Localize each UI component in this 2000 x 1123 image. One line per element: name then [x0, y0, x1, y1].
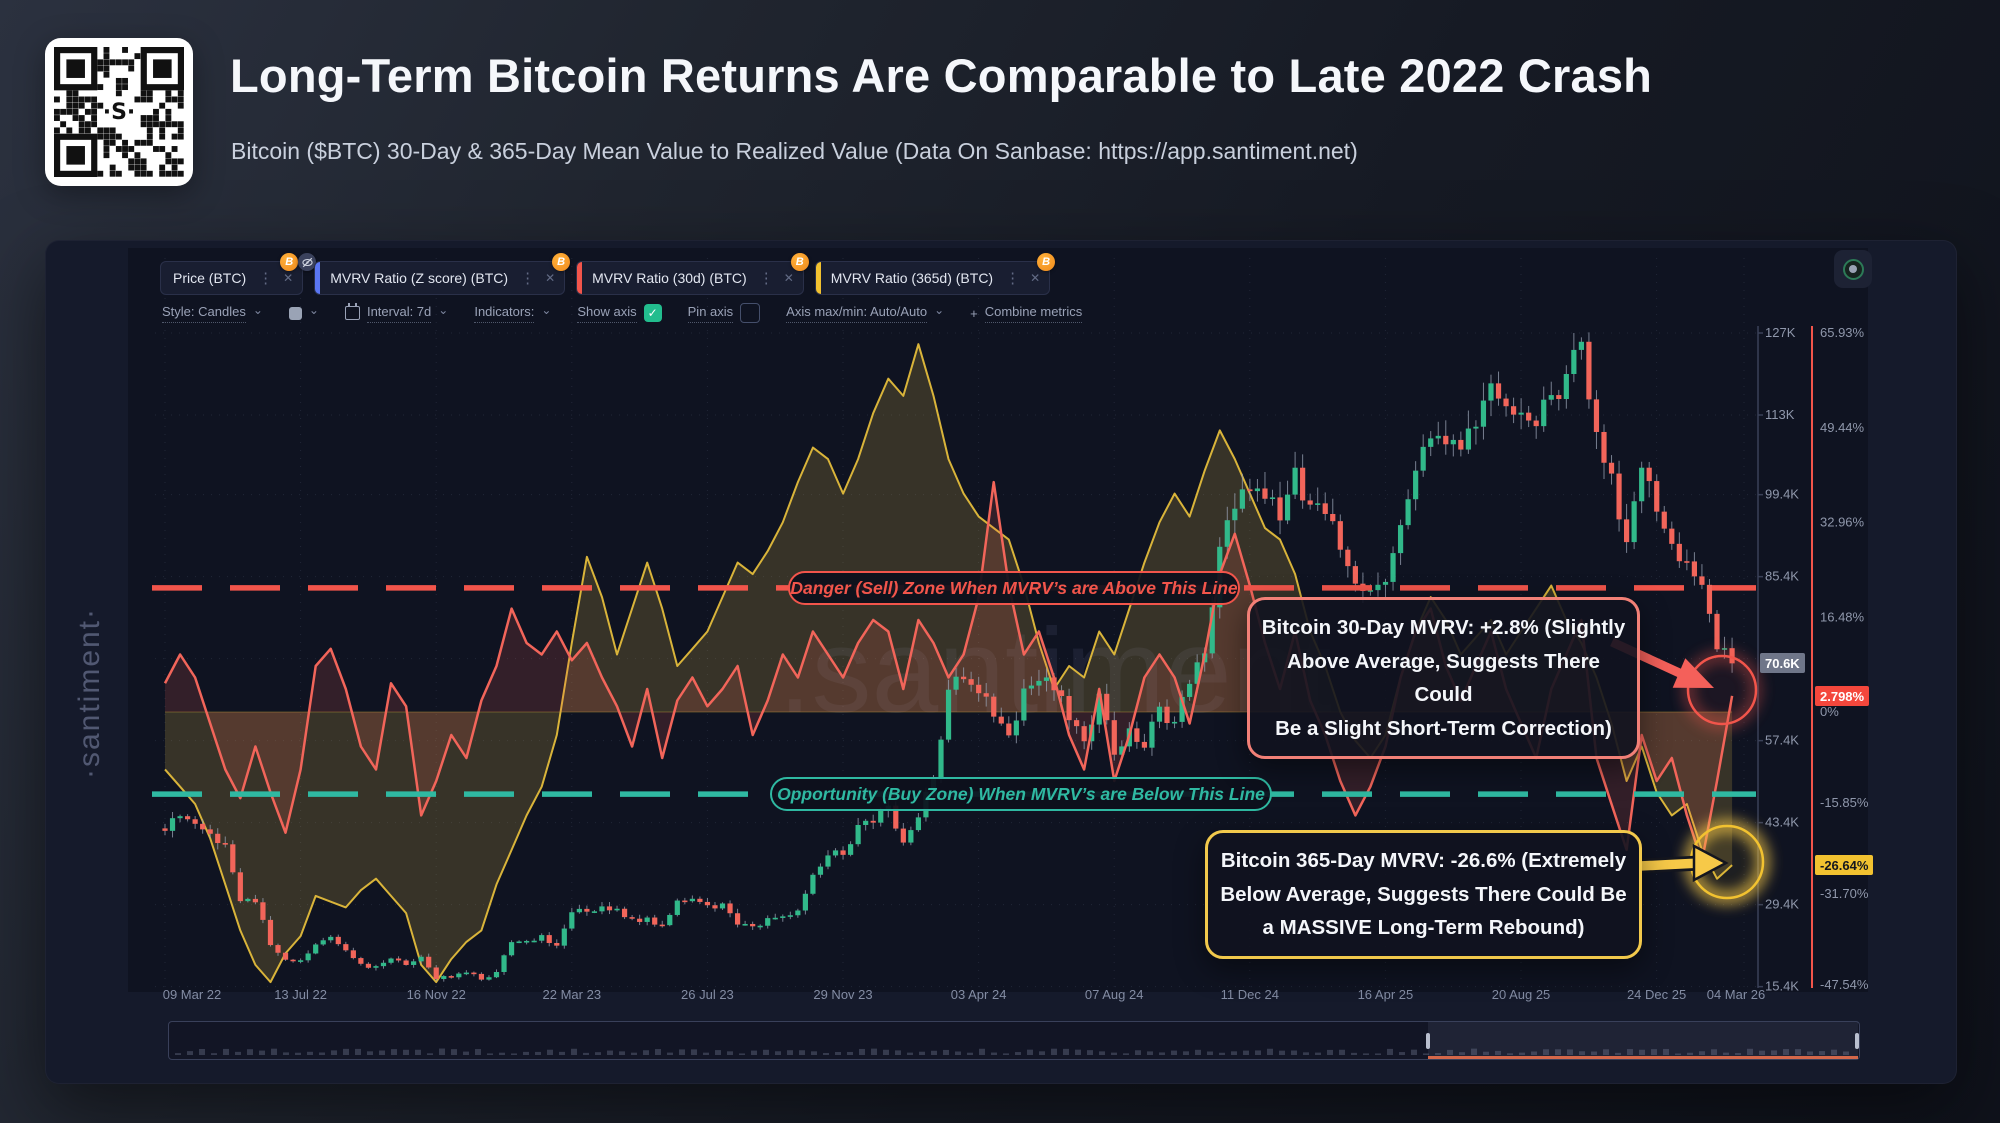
- interval-selector[interactable]: Interval: 7d ⌄: [344, 303, 449, 323]
- color-swatch-selector[interactable]: ⌄: [288, 303, 319, 320]
- axis-maxmin-selector[interactable]: Axis max/min: Auto/Auto ⌄: [786, 303, 945, 323]
- combine-metrics-button[interactable]: + Combine metrics: [970, 303, 1083, 323]
- svg-text:·S·: ·S·: [103, 100, 136, 125]
- last-price-badge: 70.6K: [1760, 653, 1805, 673]
- chart-toolbar: Style: Candles ⌄ ⌄ Interval: 7d ⌄ Indica…: [162, 303, 1083, 323]
- plus-icon: +: [970, 305, 978, 321]
- qr-pattern: ·S·: [54, 47, 184, 177]
- tab-label: MVRV Ratio (Z score) (BTC): [330, 270, 509, 286]
- calendar-icon: [344, 303, 360, 320]
- navigator-selection[interactable]: [1428, 1022, 1858, 1059]
- screen-record-button[interactable]: [1834, 250, 1872, 288]
- color-swatch: [288, 306, 302, 320]
- navigator-right-handle[interactable]: [1855, 1032, 1859, 1049]
- bitcoin-badge-icon: B: [280, 253, 299, 271]
- tab-close-icon[interactable]: ✕: [783, 271, 794, 285]
- chevron-down-icon: ⌄: [308, 303, 319, 317]
- tab-close-icon[interactable]: ✕: [1030, 271, 1041, 285]
- indicators-selector[interactable]: Indicators: ⌄: [474, 303, 552, 323]
- mvrv30-value-badge: 2.798%: [1815, 686, 1870, 706]
- chart-panel: [45, 240, 1957, 1084]
- chevron-down-icon: ⌄: [252, 303, 263, 317]
- tab-menu-icon[interactable]: ⋮: [520, 269, 536, 287]
- tab-mvrv-zscore[interactable]: MVRV Ratio (Z score) (BTC) ⋮ ✕ B: [314, 253, 571, 295]
- tab-mvrv-30d[interactable]: MVRV Ratio (30d) (BTC) ⋮ ✕ B: [576, 253, 809, 295]
- buy-zone-label: Opportunity (Buy Zone) When MVRV’s are B…: [770, 777, 1272, 811]
- pin-axis-toggle[interactable]: Pin axis: [687, 303, 761, 323]
- tab-color-bar: [315, 262, 321, 294]
- danger-zone-label: Danger (Sell) Zone When MVRV’s are Above…: [788, 571, 1240, 605]
- show-axis-toggle[interactable]: Show axis ✓: [577, 304, 662, 323]
- annotation-line: Be a Slight Short-Term Correction): [1275, 716, 1612, 740]
- santiment-watermark-side: ·santiment·: [73, 606, 106, 780]
- tab-menu-icon[interactable]: ⋮: [258, 269, 274, 287]
- tab-color-bar: [815, 262, 821, 294]
- mvrv30-annotation: Bitcoin 30-Day MVRV: +2.8% (Slightly Abo…: [1247, 597, 1640, 759]
- chevron-down-icon: ⌄: [934, 303, 945, 317]
- navigator-left-handle[interactable]: [1426, 1032, 1430, 1049]
- bitcoin-badge-icon: B: [790, 253, 809, 271]
- annotation-line: Above Average, Suggests There Could: [1287, 649, 1600, 707]
- page-title: Long-Term Bitcoin Returns Are Comparable…: [230, 49, 1653, 102]
- tab-label: MVRV Ratio (365d) (BTC): [830, 270, 994, 286]
- tab-label: MVRV Ratio (30d) (BTC): [592, 270, 747, 286]
- tab-label: Price (BTC): [173, 270, 247, 286]
- navigator-sparkline: [175, 1048, 1849, 1055]
- page-subtitle: Bitcoin ($BTC) 30-Day & 365-Day Mean Val…: [231, 138, 1358, 164]
- tab-close-icon[interactable]: ✕: [283, 271, 294, 285]
- annotation-line: a MASSIVE Long-Term Rebound): [1262, 916, 1585, 939]
- tab-menu-icon[interactable]: ⋮: [1005, 269, 1021, 287]
- chevron-down-icon: ⌄: [541, 303, 552, 317]
- tab-color-bar: [577, 262, 583, 294]
- checkbox-unchecked-icon[interactable]: [740, 303, 761, 323]
- tab-menu-icon[interactable]: ⋮: [758, 269, 774, 287]
- chevron-down-icon: ⌄: [438, 303, 449, 317]
- style-selector[interactable]: Style: Candles ⌄: [162, 303, 263, 323]
- tab-close-icon[interactable]: ✕: [545, 271, 556, 285]
- tab-price-btc[interactable]: Price (BTC) ⋮ ✕ B: [160, 253, 317, 295]
- mvrv365-value-badge: -26.64%: [1815, 855, 1874, 875]
- tab-mvrv-365d[interactable]: MVRV Ratio (365d) (BTC) ⋮ ✕ B: [814, 253, 1056, 295]
- metric-tabs: Price (BTC) ⋮ ✕ B MVRV Ratio (Z score) (…: [160, 253, 1056, 295]
- mvrv365-annotation: Bitcoin 365-Day MVRV: -26.6% (Extremely …: [1205, 830, 1642, 959]
- qr-code: ·S·: [45, 38, 193, 186]
- bitcoin-badge-icon: B: [552, 253, 571, 271]
- range-navigator[interactable]: [168, 1021, 1860, 1060]
- annotation-line: Bitcoin 365-Day MVRV: -26.6% (Extremely: [1220, 849, 1627, 872]
- checkbox-checked-icon[interactable]: ✓: [643, 304, 662, 322]
- record-dot-icon: [1842, 258, 1864, 280]
- annotation-line: Below Average, Suggests There Could Be: [1220, 882, 1627, 906]
- annotation-line: Bitcoin 30-Day MVRV: +2.8% (Slightly: [1261, 616, 1626, 639]
